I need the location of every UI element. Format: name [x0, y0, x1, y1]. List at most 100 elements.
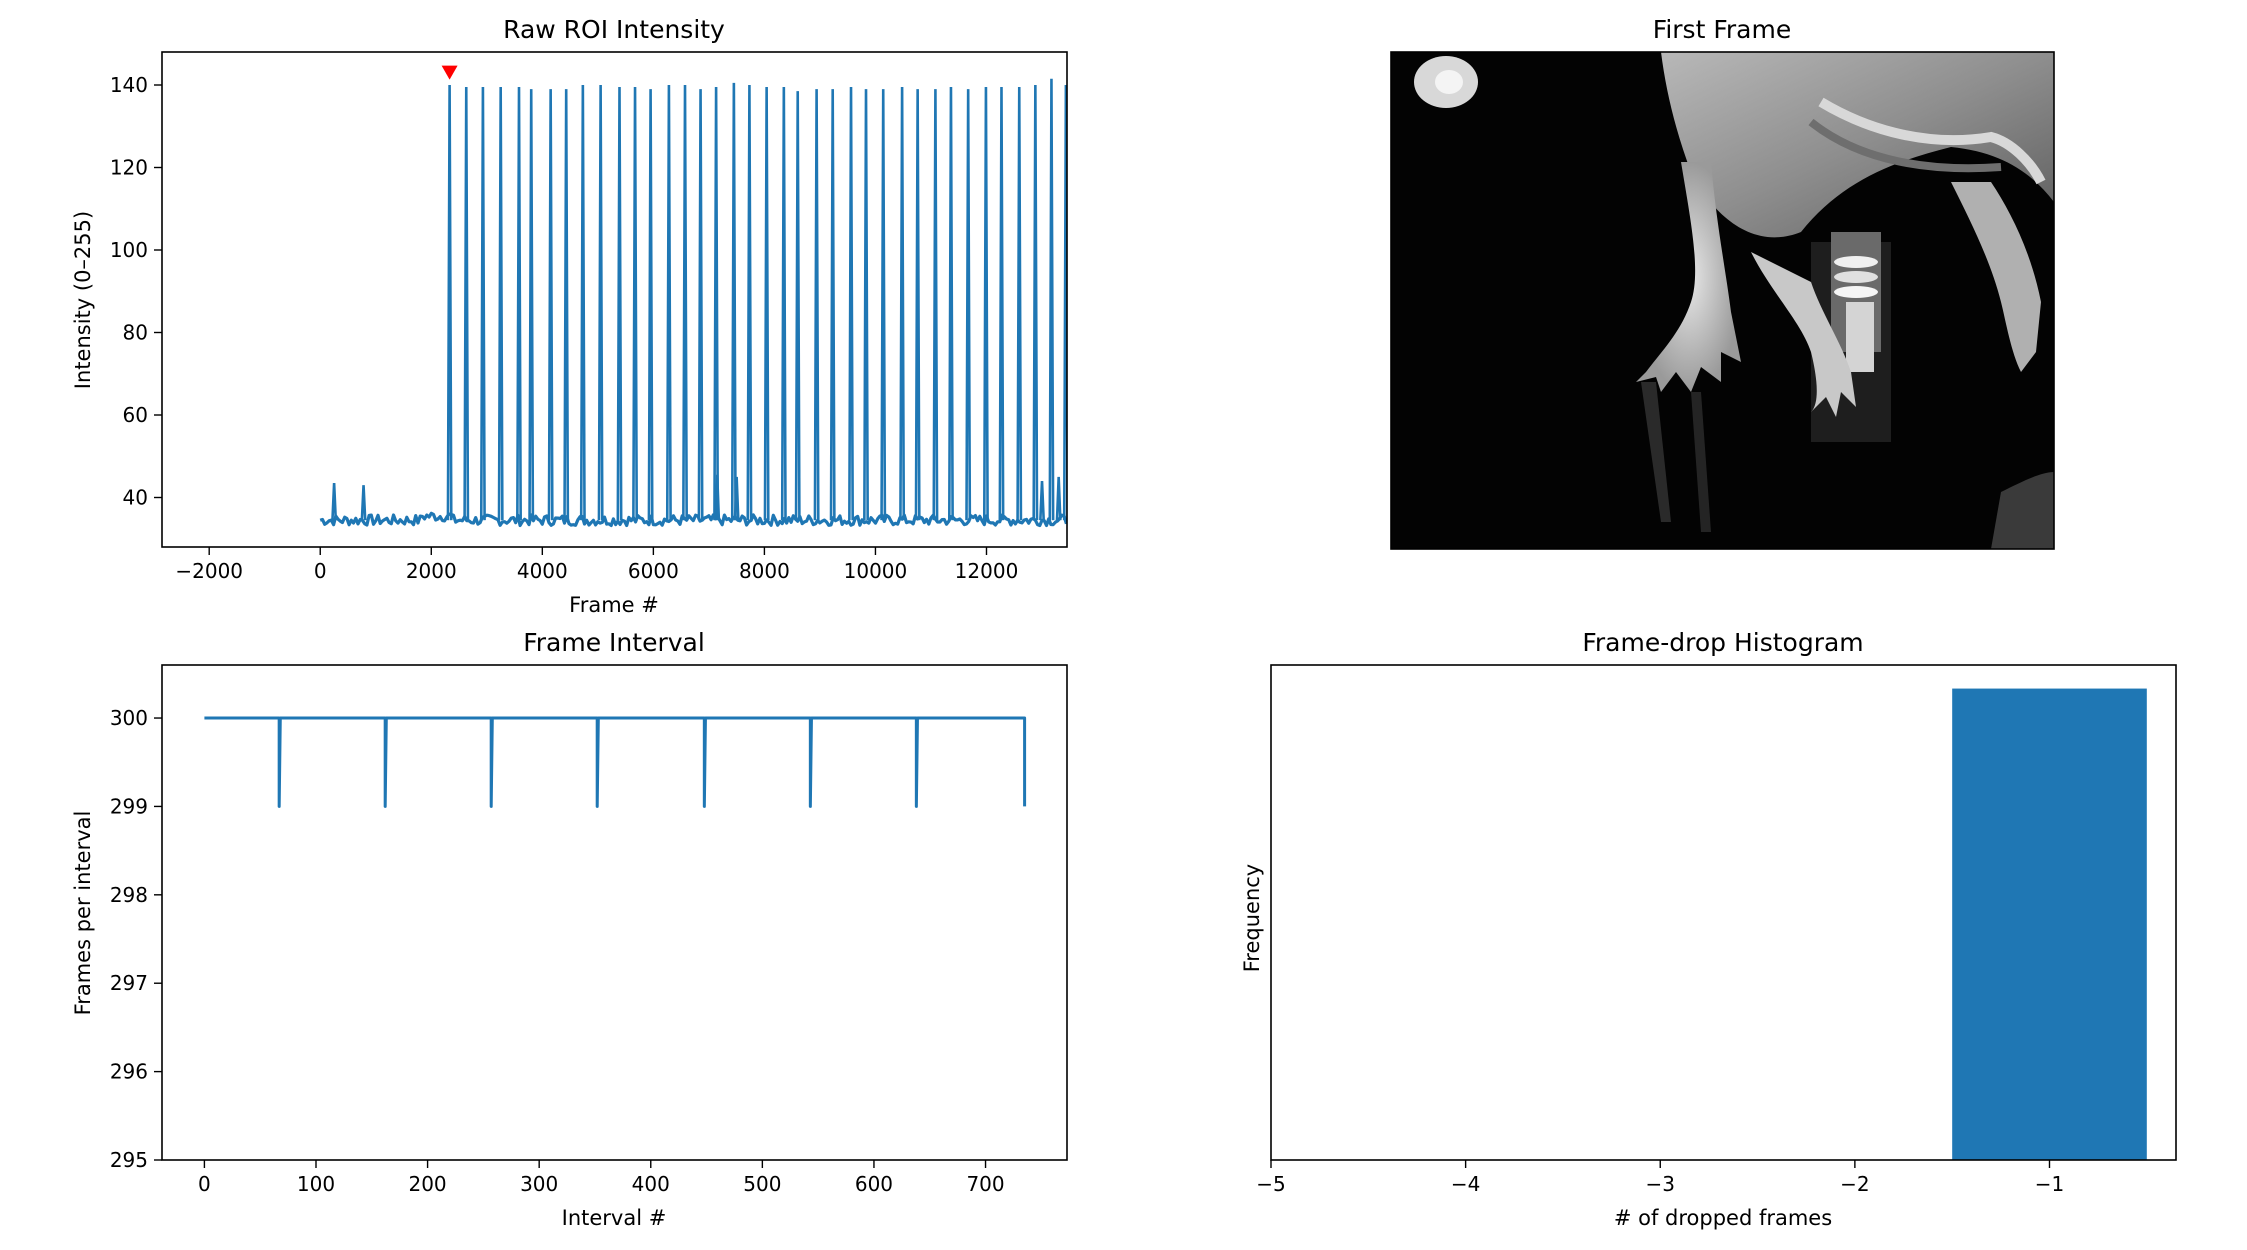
roi-y-label: Intensity (0–255) [71, 211, 95, 389]
roi-panel: Raw ROI Intensity −2000 0 2000 4000 6000 8000… [71, 15, 1068, 617]
roi-small-spike [1039, 480, 1045, 521]
x-tick-label: 0 [314, 559, 327, 583]
interval-x-axis: 0 100 200 300 400 500 600 700 [198, 1160, 1005, 1196]
x-tick-label: 400 [632, 1172, 670, 1196]
x-tick-label: 700 [966, 1172, 1004, 1196]
y-tick-label: 296 [110, 1060, 148, 1084]
x-tick-label: 600 [855, 1172, 893, 1196]
x-tick-label: 10000 [844, 559, 908, 583]
roi-peak [713, 87, 720, 521]
x-tick-label: 6000 [628, 559, 679, 583]
roi-peak [829, 89, 836, 521]
animal-body [1661, 52, 2054, 238]
roi-peak [932, 89, 939, 521]
roi-peak [647, 89, 654, 521]
histogram-axes-frame [1270, 664, 2177, 1161]
y-tick-label: 60 [123, 403, 148, 427]
roi-peak [579, 84, 586, 521]
roi-peak [880, 89, 887, 521]
roi-peak [682, 84, 688, 521]
first-frame-panel: First Frame [1390, 15, 2055, 550]
histogram-bars [1952, 688, 2147, 1160]
histogram-y-label: Frequency [1240, 864, 1264, 973]
x-tick-label: 2000 [406, 559, 457, 583]
roi-peak [746, 84, 753, 521]
histogram-title: Frame-drop Histogram [1582, 628, 1863, 657]
roi-peak [463, 87, 470, 521]
roi-peak [446, 84, 453, 521]
roi-peak [547, 89, 554, 521]
roi-peak [516, 87, 522, 521]
y-tick-label: 40 [123, 486, 148, 510]
histogram-panel: Frame-drop Histogram −5 −4 −3 −2 −1 # of dro… [1240, 628, 2177, 1230]
center-paw [1751, 252, 1856, 417]
x-tick-label: 300 [520, 1172, 558, 1196]
interval-panel: Frame Interval 0 100 200 300 400 500 600 700 29… [71, 628, 1068, 1230]
roi-peak [632, 87, 639, 521]
roi-peak [528, 89, 535, 521]
y-tick-label: 140 [110, 73, 148, 97]
roi-peak [965, 89, 972, 521]
roi-peak [914, 89, 921, 521]
x-tick-label: −1 [2035, 1172, 2064, 1196]
interval-series [204, 716, 1027, 808]
roi-peak [794, 91, 801, 521]
first-frame-border [1390, 51, 2055, 550]
first-frame-image [1391, 52, 2054, 549]
interval-title: Frame Interval [523, 628, 705, 657]
roi-peak [665, 84, 672, 521]
roi-peak [863, 89, 869, 521]
roi-peak [899, 87, 906, 521]
x-tick-label: 100 [297, 1172, 335, 1196]
y-tick-label: 100 [110, 238, 148, 262]
roi-peak [763, 87, 770, 521]
x-tick-label: 0 [198, 1172, 211, 1196]
x-tick-label: −4 [1451, 1172, 1480, 1196]
roi-peak [616, 87, 623, 521]
roi-small-spike [1055, 476, 1062, 521]
y-tick-label: 298 [110, 883, 148, 907]
roi-peak [479, 87, 486, 521]
y-tick-label: 120 [110, 156, 148, 180]
roi-peak [563, 89, 570, 521]
first-frame-title: First Frame [1653, 15, 1791, 44]
roi-axes-frame [161, 51, 1068, 548]
left-paw [1636, 162, 1741, 392]
roi-baseline-line [319, 511, 1067, 528]
roi-series [319, 65, 1067, 528]
roi-peak [697, 89, 704, 521]
y-tick-label: 299 [110, 794, 148, 818]
y-tick-label: 297 [110, 971, 148, 995]
interval-line [204, 716, 1027, 808]
histogram-x-axis: −5 −4 −3 −2 −1 [1256, 1160, 2064, 1196]
x-tick-label: 8000 [739, 559, 790, 583]
roi-peak [947, 87, 954, 521]
interval-y-label: Frames per interval [71, 811, 95, 1016]
roi-x-label: Frame # [569, 593, 659, 617]
roi-peak [730, 82, 737, 521]
roi-peak [597, 84, 604, 521]
x-tick-label: −3 [1646, 1172, 1675, 1196]
roi-peak [1032, 84, 1039, 521]
x-tick-label: 500 [743, 1172, 781, 1196]
y-tick-label: 80 [123, 321, 148, 345]
y-tick-label: 295 [110, 1148, 148, 1172]
roi-peak [848, 87, 854, 521]
interval-axes-frame [161, 664, 1068, 1161]
right-paw [1951, 182, 2041, 372]
roi-peak [497, 87, 504, 521]
roi-peak [998, 87, 1005, 521]
roi-x-axis: −2000 0 2000 4000 6000 8000 10000 12000 [175, 547, 1018, 583]
x-tick-label: −2000 [175, 559, 243, 583]
roi-y-axis: 40 60 80 100 120 140 [110, 73, 162, 510]
x-tick-label: 12000 [955, 559, 1019, 583]
x-tick-label: 200 [408, 1172, 446, 1196]
roi-peak [813, 89, 820, 521]
interval-x-label: Interval # [562, 1206, 667, 1230]
roi-title: Raw ROI Intensity [503, 15, 725, 44]
roi-small-spike [331, 483, 338, 521]
x-tick-label: −5 [1256, 1172, 1285, 1196]
roi-peak [780, 87, 787, 521]
histogram-x-label: # of dropped frames [1614, 1206, 1832, 1230]
